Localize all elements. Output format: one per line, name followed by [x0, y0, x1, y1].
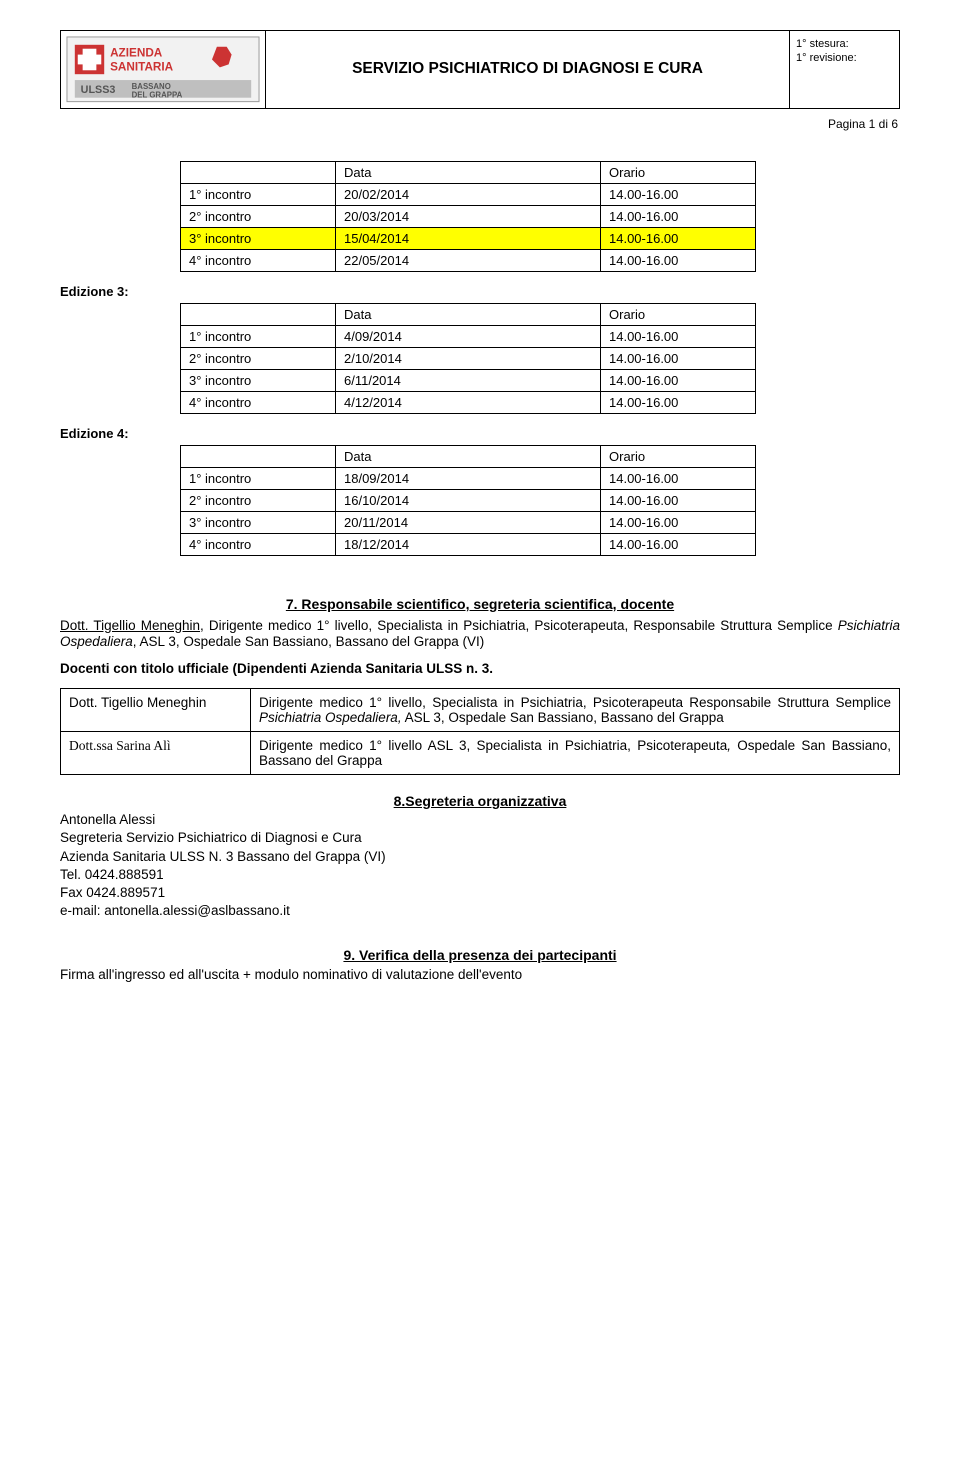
section-7-title: 7. Responsabile scientifico, segreteria … — [60, 596, 900, 612]
org-fax: Fax 0424.889571 — [60, 884, 900, 902]
org-tel: Tel. 0424.888591 — [60, 866, 900, 884]
table-row: Dott. Tigellio Meneghin Dirigente medico… — [61, 689, 900, 732]
org-email: e-mail: antonella.alessi@aslbassano.it — [60, 902, 900, 920]
table-row: 4° incontro4/12/201414.00-16.00 — [181, 391, 756, 413]
table-row: 4° incontro22/05/201414.00-16.00 — [181, 249, 756, 271]
table-row: Dott.ssa Sarina Alì Dirigente medico 1° … — [61, 732, 900, 775]
org-name: Antonella Alessi — [60, 811, 900, 829]
responsible-name: Dott. Tigellio Meneghin — [60, 618, 200, 633]
org-line: Segreteria Servizio Psichiatrico di Diag… — [60, 829, 900, 847]
docente-name: Dott.ssa Sarina Alì — [61, 732, 251, 775]
table-row: 1° incontro20/02/201414.00-16.00 — [181, 183, 756, 205]
docente-desc: Dirigente medico 1° livello ASL 3, Speci… — [251, 732, 900, 775]
table-row: 3° incontro6/11/201414.00-16.00 — [181, 369, 756, 391]
docenti-table: Dott. Tigellio Meneghin Dirigente medico… — [60, 688, 900, 775]
schedule-table-2: Data Orario 1° incontro4/09/201414.00-16… — [180, 303, 756, 414]
section-9-paragraph: Firma all'ingresso ed all'uscita + modul… — [60, 967, 900, 984]
table-header-blank — [181, 303, 336, 325]
table-header-blank — [181, 445, 336, 467]
table-row: 1° incontro4/09/201414.00-16.00 — [181, 325, 756, 347]
org-block: Antonella Alessi Segreteria Servizio Psi… — [60, 811, 900, 920]
document-title: SERVIZIO PSICHIATRICO DI DIAGNOSI E CURA — [266, 31, 789, 108]
table-row: 4° incontro18/12/201414.00-16.00 — [181, 533, 756, 555]
edition-4-label: Edizione 4: — [60, 426, 900, 441]
svg-text:BASSANO: BASSANO — [132, 82, 171, 91]
svg-text:SANITARIA: SANITARIA — [110, 60, 174, 73]
docente-desc: Dirigente medico 1° livello, Specialista… — [251, 689, 900, 732]
rev-line-1: 1° stesura: — [796, 37, 893, 51]
table-row-highlight: 3° incontro15/04/201414.00-16.00 — [181, 227, 756, 249]
table-header-orario: Orario — [601, 445, 756, 467]
section-7-paragraph: Dott. Tigellio Meneghin, Dirigente medic… — [60, 618, 900, 652]
schedule-table-1: Data Orario 1° incontro20/02/201414.00-1… — [180, 161, 756, 272]
logo: AZIENDA SANITARIA ULSS3 BASSANO DEL GRAP… — [65, 35, 261, 104]
edition-3-label: Edizione 3: — [60, 284, 900, 299]
revision-cell: 1° stesura: 1° revisione: — [789, 31, 899, 108]
header-box: AZIENDA SANITARIA ULSS3 BASSANO DEL GRAP… — [60, 30, 900, 109]
page: AZIENDA SANITARIA ULSS3 BASSANO DEL GRAP… — [0, 0, 960, 1033]
docenti-heading: Docenti con titolo ufficiale (Dipendenti… — [60, 661, 900, 678]
table-row: 1° incontro18/09/201414.00-16.00 — [181, 467, 756, 489]
svg-text:ULSS3: ULSS3 — [81, 84, 116, 96]
table-row: 2° incontro16/10/201414.00-16.00 — [181, 489, 756, 511]
table-row: 2° incontro2/10/201414.00-16.00 — [181, 347, 756, 369]
docente-name: Dott. Tigellio Meneghin — [61, 689, 251, 732]
table-row: 3° incontro20/11/201414.00-16.00 — [181, 511, 756, 533]
page-number: Pagina 1 di 6 — [60, 117, 898, 131]
rev-line-2: 1° revisione: — [796, 51, 893, 65]
schedule-table-3: Data Orario 1° incontro18/09/201414.00-1… — [180, 445, 756, 556]
org-line: Azienda Sanitaria ULSS N. 3 Bassano del … — [60, 848, 900, 866]
svg-text:AZIENDA: AZIENDA — [110, 47, 163, 60]
table-header-blank — [181, 161, 336, 183]
table-header-data: Data — [336, 161, 601, 183]
table-header-orario: Orario — [601, 303, 756, 325]
table-header-data: Data — [336, 303, 601, 325]
table-header-orario: Orario — [601, 161, 756, 183]
section-8-title: 8.Segreteria organizzativa — [60, 793, 900, 809]
svg-text:DEL GRAPPA: DEL GRAPPA — [132, 91, 183, 100]
table-header-data: Data — [336, 445, 601, 467]
table-row: 2° incontro20/03/201414.00-16.00 — [181, 205, 756, 227]
logo-cell: AZIENDA SANITARIA ULSS3 BASSANO DEL GRAP… — [61, 31, 266, 108]
section-9-title: 9. Verifica della presenza dei partecipa… — [60, 947, 900, 963]
